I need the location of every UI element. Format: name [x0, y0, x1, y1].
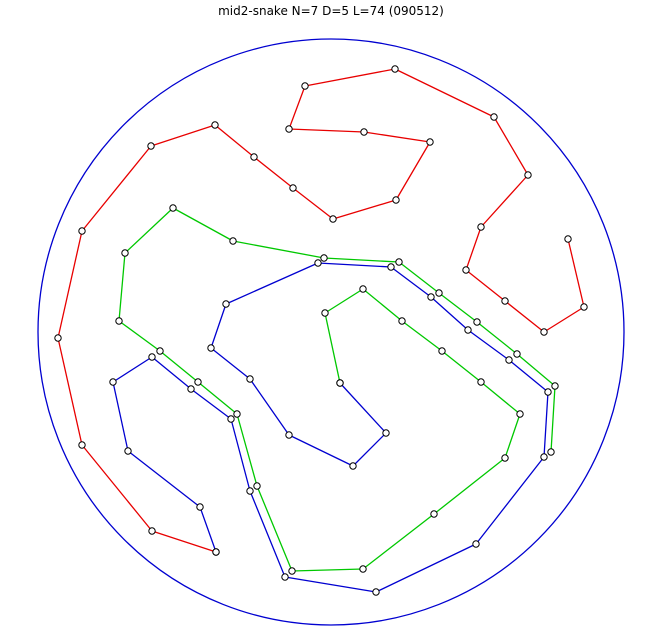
red-snake-segment-vertex-marker	[426, 138, 434, 146]
blue-snake-segment-vertex-marker	[544, 388, 552, 396]
blue-snake-segment-vertex-marker	[349, 462, 357, 470]
red-snake-segment-vertex-marker	[285, 125, 293, 133]
blue-snake-segment-vertex-marker	[281, 573, 289, 581]
plot-title: mid2-snake N=7 D=5 L=74 (090512)	[218, 4, 444, 18]
red-snake-segment-vertex-marker	[540, 328, 548, 336]
green-snake-segment-vertex-marker	[115, 317, 123, 325]
green-snake-segment-vertex-marker	[547, 448, 555, 456]
blue-snake-segment-vertex-marker	[382, 429, 390, 437]
red-snake-segment-vertex-marker	[211, 121, 219, 129]
green-snake-segment-vertex-marker	[156, 347, 164, 355]
blue-snake-segment-vertex-marker	[505, 356, 513, 364]
red-snake-segment-vertex-marker	[501, 297, 509, 305]
boundary-circle	[37, 38, 625, 626]
red-snake-segment-vertex-marker	[391, 65, 399, 73]
blue-snake-segment-vertex-marker	[196, 503, 204, 511]
blue-snake-segment-vertex-marker	[227, 415, 235, 423]
green-snake-segment-vertex-marker	[430, 510, 438, 518]
green-snake-segment-vertex-marker	[336, 379, 344, 387]
blue-snake-segment-vertex-marker	[472, 540, 480, 548]
red-snake-segment-vertex-marker	[392, 196, 400, 204]
green-snake-segment-vertex-marker	[516, 410, 524, 418]
green-snake-segment-vertex-marker	[473, 318, 481, 326]
red-snake-segment-vertex-marker	[477, 223, 485, 231]
blue-snake-segment-line	[112, 262, 549, 593]
green-snake-segment-vertex-marker	[194, 378, 202, 386]
green-snake-segment-vertex-marker	[321, 309, 329, 317]
blue-snake-segment-vertex-marker	[285, 431, 293, 439]
blue-snake-segment-vertex-marker	[372, 588, 380, 596]
green-snake-segment-vertex-marker	[359, 565, 367, 573]
green-snake-segment-vertex-marker	[320, 254, 328, 262]
blue-snake-segment-vertex-marker	[207, 344, 215, 352]
blue-snake-segment-vertex-marker	[387, 263, 395, 271]
green-snake-segment-vertex-marker	[169, 204, 177, 212]
blue-snake-segment-vertex-marker	[222, 300, 230, 308]
blue-snake-segment-vertex-marker	[212, 548, 220, 556]
red-snake-segment-vertex-marker	[250, 153, 258, 161]
blue-snake-segment-vertex-marker	[246, 375, 254, 383]
red-snake-segment-vertex-marker	[301, 82, 309, 90]
green-snake-segment-vertex-marker	[477, 378, 485, 386]
green-snake-segment-vertex-marker	[438, 347, 446, 355]
blue-snake-segment-vertex-marker	[314, 259, 322, 267]
blue-snake-segment-vertex-marker	[124, 447, 132, 455]
green-snake-segment-vertex-marker	[288, 567, 296, 575]
red-snake-segment-vertex-marker	[147, 142, 155, 150]
blue-snake-segment-vertex-marker	[464, 326, 472, 334]
green-snake-segment-vertex-marker	[501, 454, 509, 462]
green-snake-segment-vertex-marker	[551, 382, 559, 390]
green-snake-segment-vertex-marker	[121, 249, 129, 257]
red-snake-segment-vertex-marker	[148, 527, 156, 535]
red-snake-segment-vertex-marker	[78, 441, 86, 449]
green-snake-segment-vertex-marker	[398, 317, 406, 325]
blue-snake-segment-vertex-marker	[427, 293, 435, 301]
blue-snake-segment-vertex-marker	[540, 453, 548, 461]
red-snake-segment-vertex-marker	[564, 235, 572, 243]
red-snake-segment-vertex-marker	[54, 334, 62, 342]
red-snake-segment-vertex-marker	[580, 303, 588, 311]
blue-snake-segment-vertex-marker	[109, 378, 117, 386]
blue-snake-segment-vertex-marker	[246, 487, 254, 495]
red-snake-segment-vertex-marker	[78, 227, 86, 235]
red-snake-segment-vertex-marker	[524, 171, 532, 179]
blue-snake-segment-vertex-marker	[187, 385, 195, 393]
green-snake-segment-line	[118, 207, 556, 572]
green-snake-segment-vertex-marker	[229, 237, 237, 245]
green-snake-segment-vertex-marker	[435, 289, 443, 297]
red-snake-segment-line	[57, 68, 585, 553]
green-snake-segment-vertex-marker	[233, 410, 241, 418]
green-snake-segment-vertex-marker	[395, 258, 403, 266]
red-snake-segment-vertex-marker	[329, 215, 337, 223]
green-snake-segment-vertex-marker	[253, 482, 261, 490]
red-snake-segment-vertex-marker	[490, 113, 498, 121]
blue-snake-segment-vertex-marker	[148, 353, 156, 361]
green-snake-segment-vertex-marker	[359, 285, 367, 293]
red-snake-segment-vertex-marker	[289, 184, 297, 192]
green-snake-segment-vertex-marker	[513, 350, 521, 358]
red-snake-segment-vertex-marker	[462, 266, 470, 274]
red-snake-segment-vertex-marker	[360, 128, 368, 136]
